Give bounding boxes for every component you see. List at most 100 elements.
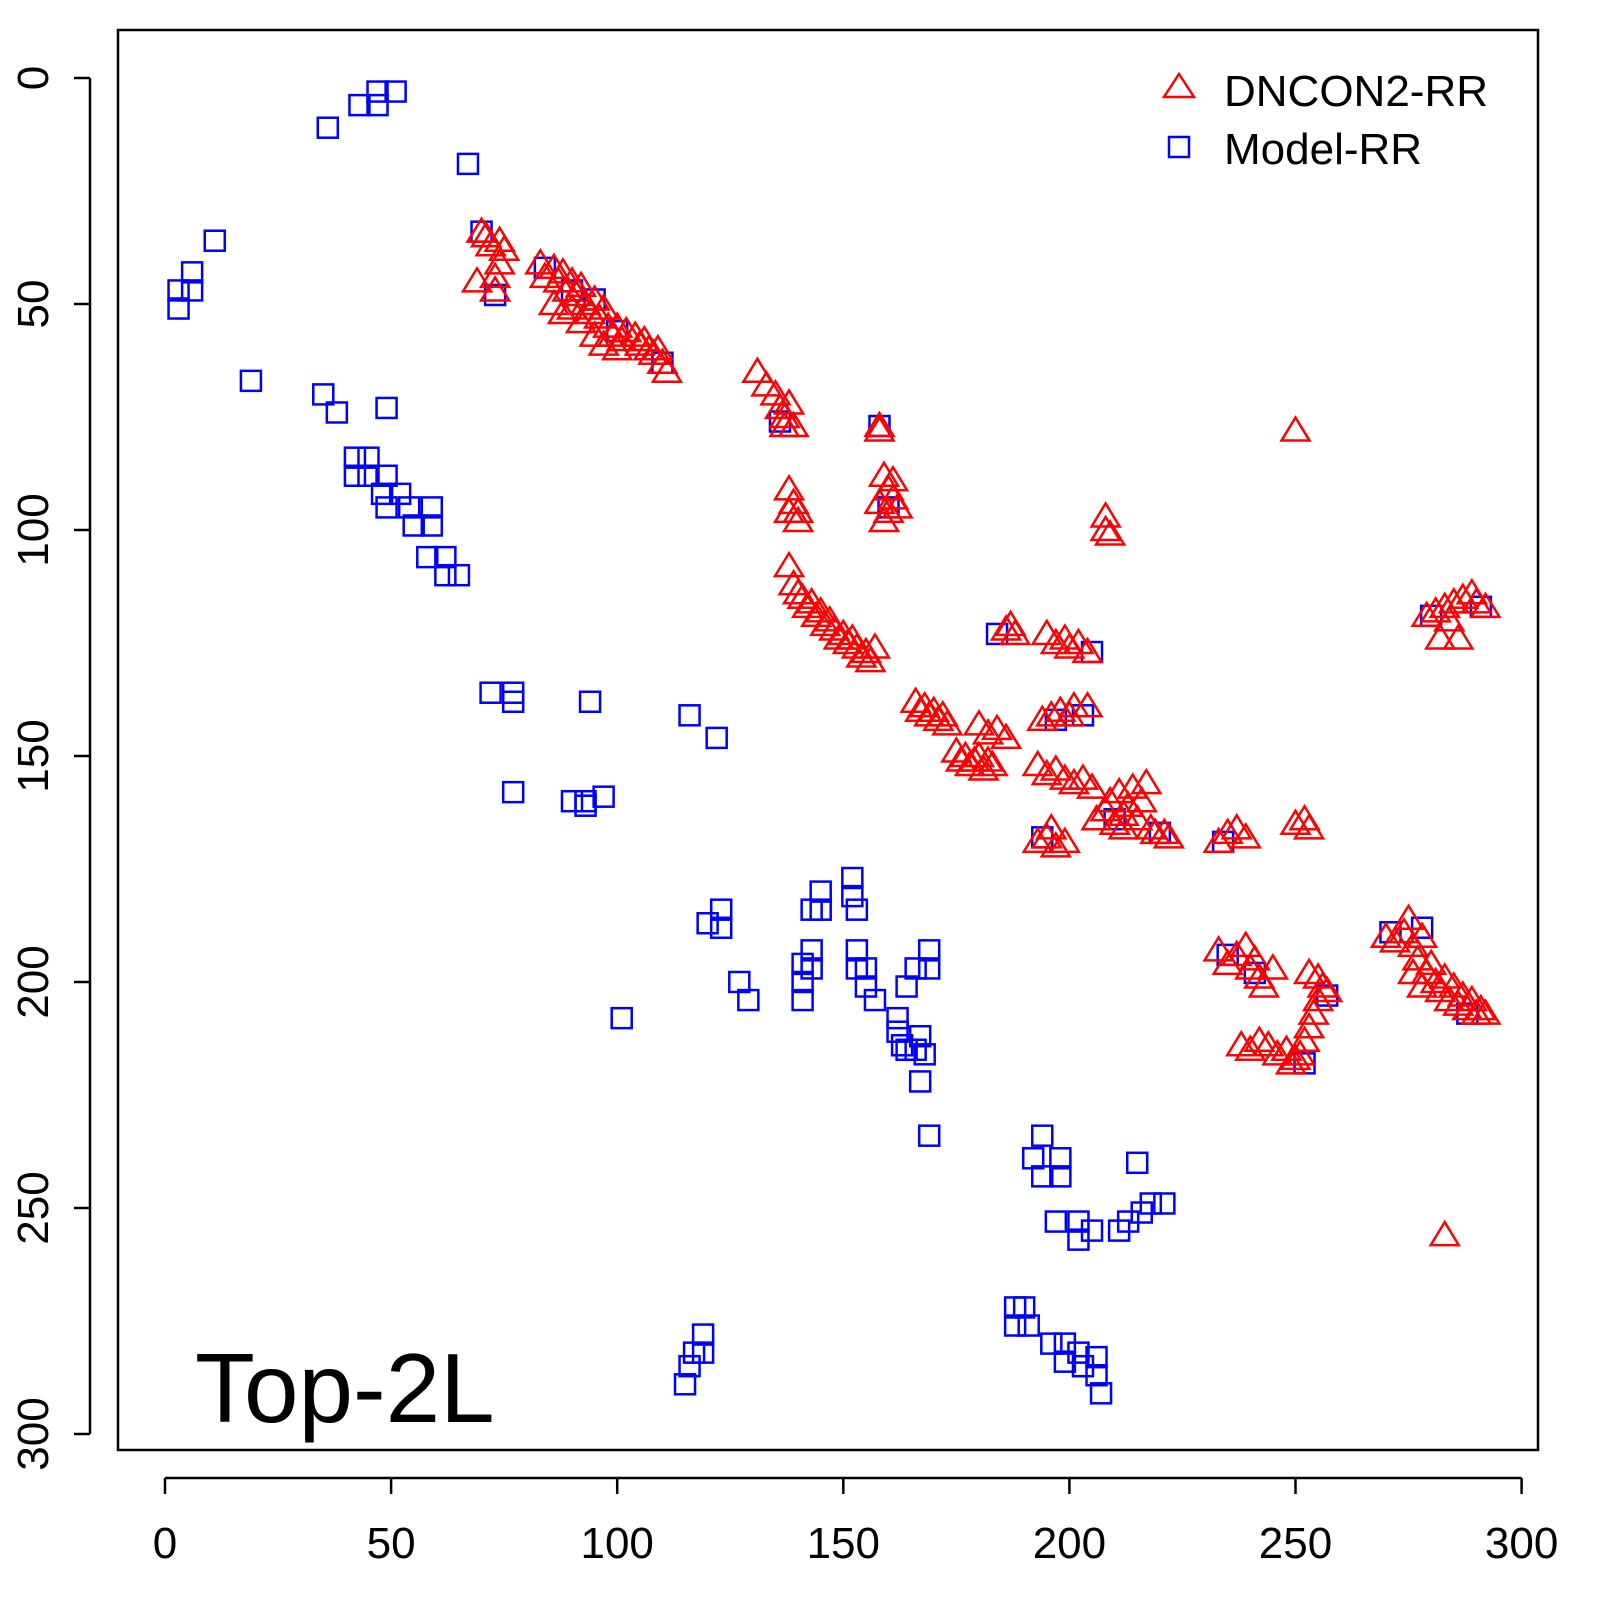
dncon2-rr-point <box>1279 415 1312 442</box>
dncon2-rr-point <box>1111 790 1145 817</box>
model-rr-point <box>357 464 380 488</box>
dncon2-rr-point <box>1089 501 1122 528</box>
dncon2-rr-point <box>858 632 892 659</box>
dncon2-rr-point <box>1283 1038 1317 1066</box>
model-rr-point <box>678 704 701 727</box>
model-rr-point <box>420 514 444 537</box>
dncon2-rr-point <box>1039 627 1073 655</box>
model-rr-point <box>343 446 367 469</box>
model-rr-point <box>1089 1382 1113 1405</box>
dncon2-rr-point <box>1134 812 1168 840</box>
model-rr-point <box>501 780 525 804</box>
dncon2-rr-point <box>1071 690 1104 718</box>
model-rr-point <box>384 80 407 103</box>
dncon2-rr-point <box>1392 903 1425 930</box>
model-rr-point <box>841 884 864 908</box>
dncon2-rr-point <box>564 306 598 334</box>
x-tick-label: 150 <box>807 1519 880 1568</box>
model-rr-point <box>854 957 878 980</box>
model-rr-point <box>841 866 864 890</box>
dncon2-rr-point <box>1130 767 1163 795</box>
dncon2-rr-point <box>1279 808 1312 836</box>
model-rr-point <box>366 80 389 103</box>
dncon2-rr-point <box>989 614 1023 641</box>
dncon2-rr-point <box>1297 998 1330 1025</box>
dncon2-rr-point <box>1274 1047 1308 1075</box>
dncon2-rr-point <box>931 708 964 736</box>
dncon2-rr-point <box>1378 925 1412 953</box>
y-tick-label: 250 <box>9 1171 58 1244</box>
dncon2-rr-point <box>1414 948 1448 976</box>
dncon2-rr-point <box>876 464 910 492</box>
dncon2-rr-point <box>772 388 806 415</box>
dncon2-rr-point <box>1125 785 1158 813</box>
model-rr-point <box>420 496 444 519</box>
model-rr-point <box>316 116 340 139</box>
dncon2-rr-point <box>1238 943 1272 971</box>
dncon2-rr-point <box>1464 993 1498 1021</box>
x-tick-label: 200 <box>1033 1519 1106 1568</box>
dncon2-rr-point <box>1279 1043 1312 1071</box>
model-rr-point <box>1040 1332 1063 1355</box>
dncon2-rr-point <box>1433 604 1466 632</box>
dncon2-rr-point <box>1301 984 1335 1012</box>
y-tick-label: 300 <box>9 1397 58 1470</box>
dncon2-rr-point <box>474 229 507 257</box>
dncon2-rr-point <box>1089 514 1122 542</box>
model-rr-point <box>791 988 814 1012</box>
dncon2-rr-point <box>1148 817 1181 845</box>
model-rr-point <box>1139 1192 1163 1215</box>
y-axis: 0 50 100 150 200 250 300 <box>9 66 92 1471</box>
model-rr-point <box>370 482 394 506</box>
dncon2-rr-point <box>1229 930 1262 958</box>
dncon2-rr-point <box>1396 957 1430 985</box>
x-tick-label: 250 <box>1259 1519 1332 1568</box>
dncon2-rr-point <box>863 415 896 442</box>
model-rr-point <box>678 1354 701 1378</box>
x-tick-label: 300 <box>1485 1519 1558 1568</box>
model-rr-point <box>809 880 832 903</box>
model-rr-point <box>908 1070 932 1093</box>
legend-triangle-icon <box>1161 71 1197 99</box>
model-rr-point <box>560 789 584 813</box>
model-rr-point <box>1153 1192 1176 1215</box>
model-rr-point <box>180 261 204 284</box>
dncon2-rr-point <box>1247 971 1281 998</box>
dncon2-rr-point <box>1310 975 1344 1003</box>
dncon2-rr-point <box>1211 817 1244 845</box>
model-rr-point <box>578 690 602 714</box>
model-rr-point <box>913 1043 936 1066</box>
model-rr-point <box>886 1006 909 1030</box>
model-rr-point <box>1085 1363 1108 1387</box>
dncon2-rr-point <box>845 641 878 668</box>
model-rr-point <box>402 514 425 537</box>
model-rr-point <box>737 988 760 1012</box>
dncon2-rr-point <box>1261 1038 1294 1066</box>
model-rr-point <box>366 93 389 117</box>
dncon2-rr-point <box>1202 826 1235 854</box>
data-points <box>167 80 1502 1405</box>
model-rr-point <box>1080 1219 1104 1242</box>
model-rr-point <box>1067 1341 1090 1364</box>
dncon2-rr-point <box>1071 636 1104 664</box>
dncon2-rr-point <box>1243 1025 1276 1053</box>
dncon2-rr-point <box>1021 826 1054 854</box>
dncon2-rr-point <box>1035 699 1068 727</box>
model-rr-point <box>239 369 263 393</box>
dncon2-rr-point <box>537 288 571 316</box>
model-rr-point <box>375 496 398 519</box>
model-rr-point <box>682 1341 706 1364</box>
model-rr-point <box>180 279 204 302</box>
dncon2-rr-point <box>587 329 620 356</box>
legend-label-dncon2: DNCON2-RR <box>1224 67 1488 116</box>
dncon2-rr-point <box>465 216 498 243</box>
model-rr-point <box>908 1024 932 1048</box>
model-rr-point <box>375 396 398 420</box>
model-rr-point <box>325 401 349 424</box>
dncon2-rr-point <box>1442 623 1475 650</box>
model-rr-point <box>416 545 439 569</box>
dncon2-rr-point <box>1039 830 1073 858</box>
dncon2-rr-point <box>564 270 598 298</box>
dncon2-rr-point <box>998 618 1032 646</box>
